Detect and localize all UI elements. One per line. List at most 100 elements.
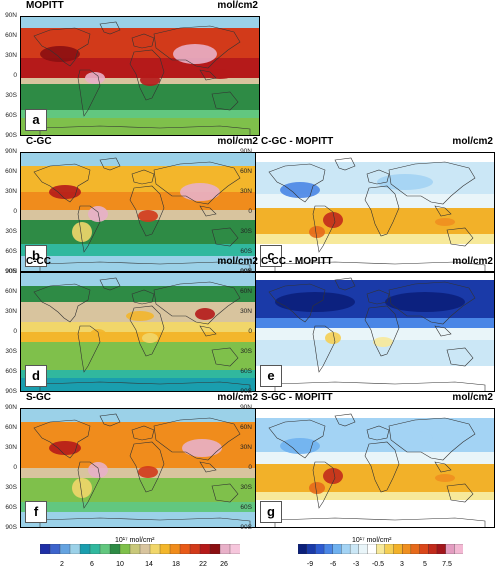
concentration-band (20, 244, 260, 256)
lat-tick-0: 0 (13, 208, 17, 215)
concentration-band (255, 408, 495, 418)
coastline (388, 417, 476, 461)
colorbar-swatch (315, 544, 325, 554)
diff-colorbar (298, 544, 463, 554)
concentration-band (255, 208, 495, 234)
colorbar-swatch (410, 544, 420, 554)
panel-letter: a (25, 109, 47, 131)
coastline (446, 347, 474, 367)
concentration-band (20, 378, 260, 392)
lat-tick-90s: 90S (240, 388, 252, 395)
coastline (131, 425, 155, 441)
panel-title: S-GC - MOPITT (261, 392, 333, 403)
concentration-hotspot (280, 182, 320, 198)
concentration-hotspot (309, 226, 325, 238)
lat-tick-30n: 30N (240, 188, 252, 195)
concentration-band (255, 194, 495, 208)
concentration-hotspot (275, 292, 355, 312)
concentration-hotspot (88, 462, 108, 478)
lat-tick-60n: 60N (240, 424, 252, 431)
panel-g: S-GC - MOPITT mol/cm2 90N 60N 30N 0 30S … (240, 392, 495, 531)
coastline (33, 419, 91, 459)
lat-tick-90n: 90N (240, 268, 252, 275)
coastline (334, 157, 356, 171)
concentration-band (255, 500, 495, 528)
concentration-hotspot (72, 478, 92, 498)
lat-tick-0: 0 (248, 208, 252, 215)
concentration-hotspot (72, 222, 92, 242)
colorbar-swatch (49, 544, 61, 554)
concentration-hotspot (138, 466, 158, 478)
lat-tick-30s: 30S (5, 484, 17, 491)
lat-tick-60n: 60N (5, 424, 17, 431)
coastline (129, 441, 165, 493)
lat-tick-30s: 30S (5, 348, 17, 355)
coastline (39, 261, 251, 272)
coastline (33, 163, 91, 203)
coastline (274, 261, 486, 272)
coastline (199, 461, 217, 473)
panel-unit: mol/cm2 (452, 136, 493, 147)
colorbar-swatch (341, 544, 351, 554)
colorbar-swatch (229, 544, 240, 554)
colorbar-swatch (428, 544, 438, 554)
lat-tick-30s: 30S (240, 484, 252, 491)
lat-tick-60n: 60N (240, 168, 252, 175)
concentration-band (20, 408, 260, 422)
concentration-band (20, 502, 260, 512)
panel-unit: mol/cm2 (217, 256, 258, 267)
coastline (268, 163, 326, 203)
abs-tick-label: 10 (116, 561, 124, 568)
lat-tick-30n: 30N (240, 444, 252, 451)
colorbar-swatch (69, 544, 81, 554)
colorbar-swatch (109, 544, 121, 554)
colorbar-swatch (393, 544, 403, 554)
panel-letter: c (260, 245, 282, 267)
lat-tick-90s: 90S (240, 524, 252, 531)
coastline (334, 277, 356, 291)
concentration-hotspot (90, 329, 106, 339)
lat-tick-60n: 60N (5, 288, 17, 295)
coastline (33, 283, 91, 323)
panel-a: MOPITT mol/cm2 90N 60N 30N 0 30S 60S 90S… (5, 0, 260, 139)
coastline (334, 413, 356, 427)
coastline (77, 325, 101, 373)
panel-unit: mol/cm2 (217, 392, 258, 403)
lat-tick-0: 0 (248, 328, 252, 335)
coastline (366, 289, 390, 305)
map-svg (255, 152, 495, 272)
colorbar-swatch (419, 544, 429, 554)
diff-tick-label: -6 (329, 561, 337, 568)
colorbar-swatch (306, 544, 316, 554)
panel-letter: d (25, 365, 47, 387)
lat-tick-90s: 90S (5, 524, 17, 531)
concentration-band (20, 256, 260, 272)
panel-title: C-CC - MOPITT (261, 256, 333, 267)
abs-colorbar-exponent: 10¹⁷ mol/cm² (115, 537, 155, 544)
coastline (434, 461, 452, 473)
panel-c: C-GC - MOPITT mol/cm2 90N 60N 30N 0 30S … (240, 136, 495, 275)
concentration-hotspot (85, 72, 105, 84)
lat-tick-60s: 60S (240, 248, 252, 255)
concentration-hotspot (142, 333, 158, 343)
map-svg (20, 152, 260, 272)
lat-tick-30s: 30S (5, 92, 17, 99)
coastline (129, 185, 165, 237)
coastline (366, 425, 390, 441)
coastline (388, 281, 476, 325)
lat-tick-30s: 30S (240, 348, 252, 355)
colorbar-swatch (40, 544, 51, 554)
concentration-hotspot (182, 439, 222, 457)
lat-tick-60s: 60S (240, 504, 252, 511)
colorbar-swatch (436, 544, 446, 554)
lat-tick-60s: 60S (5, 504, 17, 511)
concentration-hotspot (323, 212, 343, 228)
lat-tick-30s: 30S (240, 228, 252, 235)
panel-f: S-GC mol/cm2 90N 60N 30N 0 30S 60S 90S f (5, 392, 260, 531)
concentration-band (20, 16, 260, 28)
coastline (129, 305, 165, 357)
concentration-hotspot (323, 468, 343, 484)
concentration-hotspot (377, 174, 433, 190)
concentration-hotspot (206, 69, 234, 79)
coastline (434, 325, 452, 337)
